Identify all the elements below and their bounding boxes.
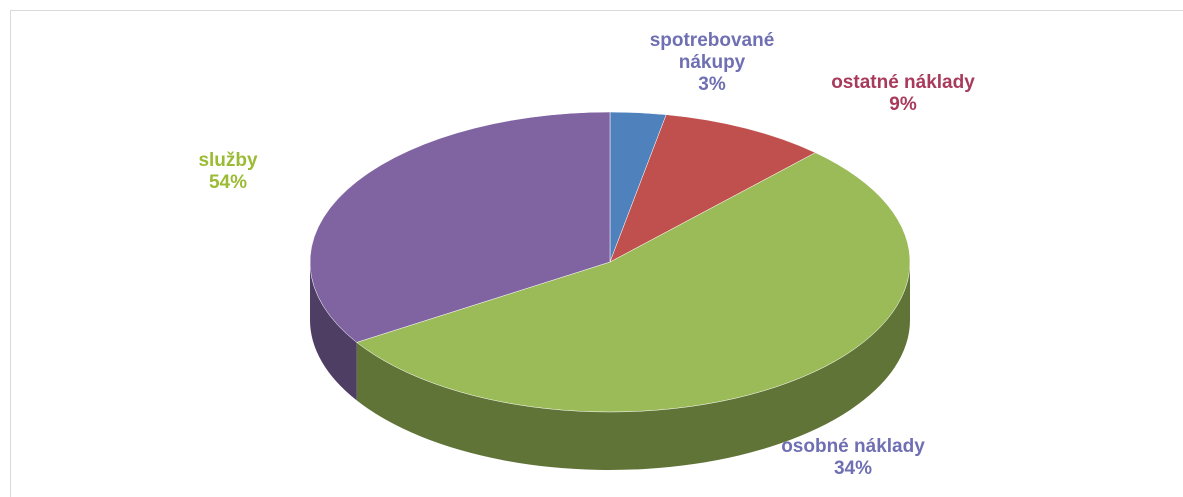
pie-side: [356, 262, 910, 470]
pie-slice: [356, 152, 911, 413]
category-label: služby: [198, 150, 258, 171]
category-label: osobné náklady: [781, 436, 925, 457]
category-label: ostatné náklady: [831, 72, 975, 93]
pie-slice: [609, 114, 816, 263]
value-label: 9%: [889, 94, 917, 115]
category-label: spotrebované nákupy: [649, 30, 775, 73]
pie-slice: [309, 111, 611, 343]
data-label: ostatné náklady 9%: [773, 72, 1033, 116]
data-label: spotrebované nákupy 3%: [637, 30, 787, 96]
data-label: osobné náklady 34%: [753, 436, 953, 480]
value-label: 54%: [208, 172, 248, 193]
value-label: 3%: [698, 74, 726, 95]
value-label: 34%: [833, 458, 873, 479]
pie-side: [310, 262, 357, 401]
data-label: služby 54%: [98, 150, 358, 194]
frame: [10, 10, 1183, 497]
